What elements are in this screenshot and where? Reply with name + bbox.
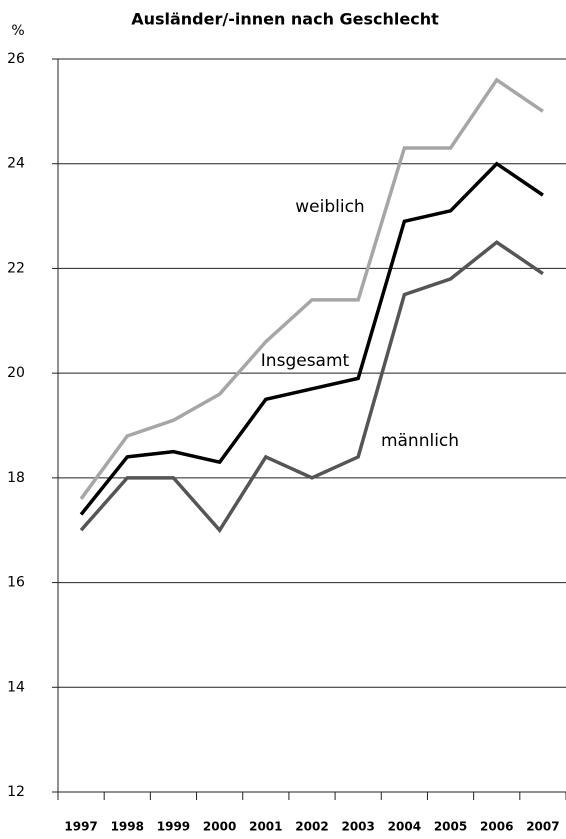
y-tick-label: 12: [7, 784, 25, 800]
y-tick-label: 20: [7, 365, 25, 381]
x-tick-label: 2004: [388, 820, 421, 834]
y-tick-label: 22: [7, 260, 25, 276]
y-tick-label: 16: [7, 575, 25, 591]
x-tick-label: 2000: [203, 820, 236, 834]
y-tick-label: 26: [7, 51, 25, 67]
series-line: [79, 161, 544, 516]
y-tick-label: 14: [7, 679, 25, 695]
series-label: Insgesamt: [261, 351, 350, 371]
y-tick-label: 18: [7, 470, 25, 486]
y-tick-label: 24: [7, 156, 25, 172]
x-tick-label: 2006: [480, 820, 513, 834]
y-axis-label: %: [11, 23, 24, 39]
series-line: [79, 77, 544, 500]
x-tick-label: 2002: [295, 820, 328, 834]
x-tick-label: 2003: [341, 820, 374, 834]
x-tick-label: 2007: [526, 820, 559, 834]
x-tick-label: 1999: [157, 820, 190, 834]
x-tick-label: 2001: [249, 820, 282, 834]
chart-title: Ausländer/-innen nach Geschlecht: [131, 10, 439, 29]
series-label: weiblich: [295, 197, 364, 217]
x-tick-label: 1998: [111, 820, 144, 834]
series-line: [79, 240, 544, 534]
x-tick-label: 1997: [64, 820, 97, 834]
x-tick-label: 2005: [434, 820, 467, 834]
series-label: männlich: [381, 431, 459, 451]
